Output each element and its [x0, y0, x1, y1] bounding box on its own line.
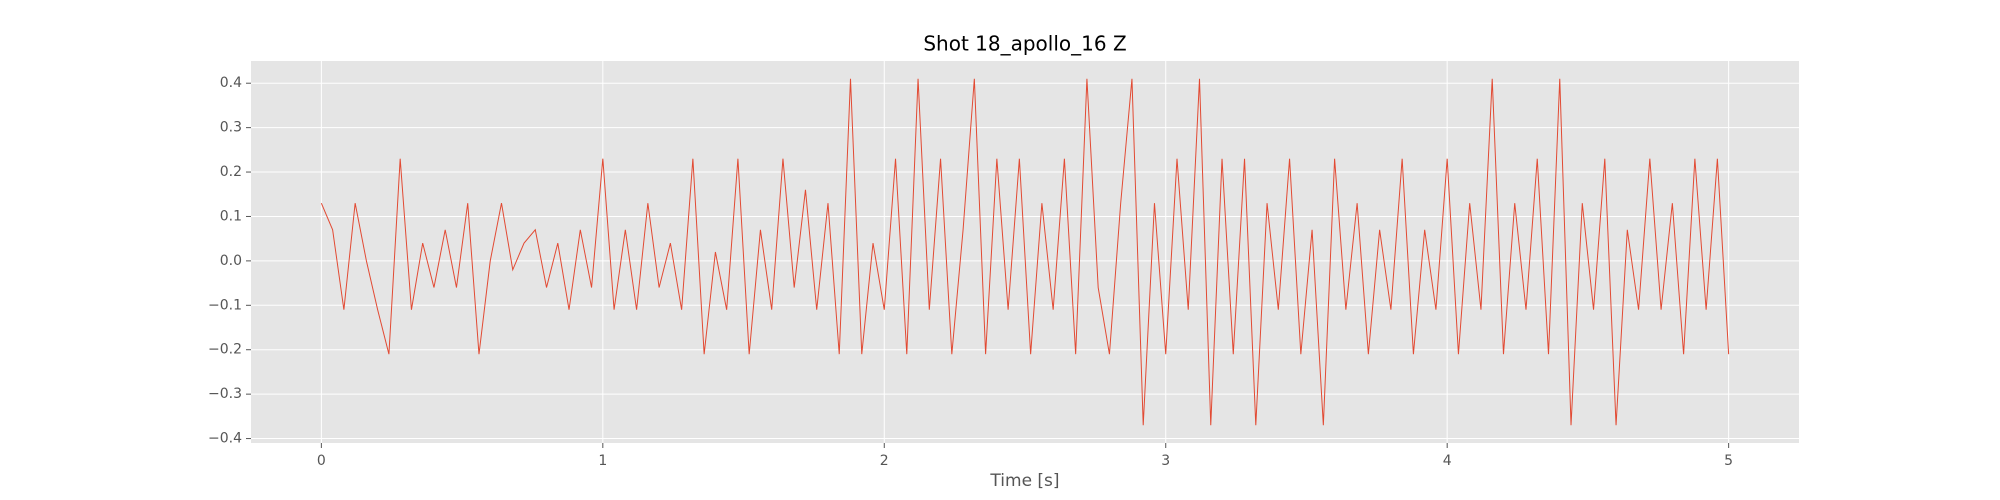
- y-tick-label: −0.1: [208, 297, 242, 313]
- y-tick-label: 0.1: [220, 208, 242, 224]
- y-tick-label: −0.3: [208, 386, 242, 402]
- chart-title: Shot 18_apollo_16 Z: [923, 32, 1126, 56]
- y-tick-label: 0.0: [220, 253, 242, 269]
- x-tick-label: 2: [880, 453, 889, 469]
- y-tick-label: 0.3: [220, 120, 242, 136]
- x-tick-label: 4: [1443, 453, 1452, 469]
- x-tick-label: 5: [1724, 453, 1733, 469]
- y-tick-label: −0.2: [208, 342, 242, 358]
- y-tick-label: 0.4: [220, 75, 242, 91]
- data-line: [320, 78, 1730, 426]
- x-tick-label: 0: [317, 453, 326, 469]
- x-tick-label: 1: [598, 453, 607, 469]
- x-tick-label: 3: [1161, 453, 1170, 469]
- y-tick-label: 0.2: [220, 164, 242, 180]
- y-tick-label: −0.4: [208, 431, 242, 447]
- x-axis-label: Time [s]: [989, 471, 1059, 491]
